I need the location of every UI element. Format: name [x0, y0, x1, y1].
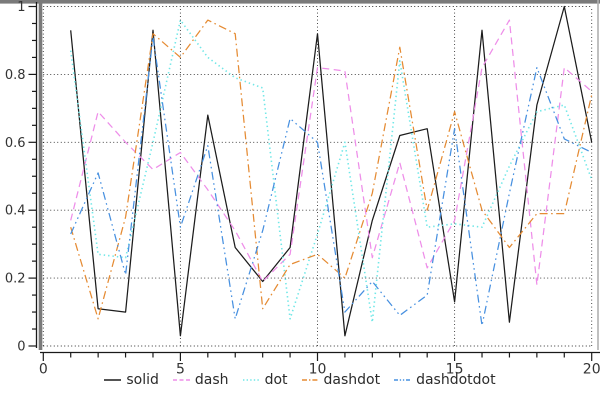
legend: solid dash dot dashdot dashdotdot — [0, 372, 600, 388]
legend-item-dot: dot — [242, 372, 288, 388]
x-tick-label-10: 10 — [309, 362, 327, 378]
left-spine — [38, 0, 43, 350]
legend-item-solid: solid — [104, 372, 159, 388]
series-line-dashdotdot — [70, 36, 592, 327]
legend-item-dashdot: dashdot — [301, 372, 381, 388]
right-spine — [597, 0, 599, 350]
y-tick-label-0.8: 0.8 — [5, 68, 26, 83]
x-tick-label-0: 0 — [39, 362, 48, 378]
legend-marker-solid-icon — [104, 379, 122, 381]
legend-item-dashdotdot: dashdotdot — [394, 372, 496, 388]
legend-label-dash: dash — [194, 372, 229, 388]
legend-label-dashdotdot: dashdotdot — [416, 372, 496, 388]
x-tick-label-15: 15 — [446, 362, 464, 378]
series-line-dashdot — [70, 19, 593, 320]
legend-marker-dashdotdot-icon — [394, 379, 412, 381]
y-tick-label-0.2: 0.2 — [5, 272, 26, 287]
y-tick-label-0.6: 0.6 — [5, 136, 26, 151]
legend-label-dashdot: dashdot — [323, 372, 381, 388]
legend-label-dot: dot — [264, 372, 288, 388]
legend-marker-dash-icon — [172, 379, 190, 381]
series-line-dash — [70, 19, 593, 286]
x-tick-label-20: 20 — [583, 362, 600, 378]
series-line-solid — [70, 5, 593, 337]
y-tick-label-0: 0 — [17, 340, 25, 355]
top-spine — [0, 0, 600, 4]
legend-item-dash: dash — [172, 372, 229, 388]
legend-marker-dot-icon — [242, 379, 260, 381]
y-tick-label-1: 1 — [17, 0, 25, 15]
x-tick-label-5: 5 — [176, 362, 185, 378]
y-tick-label-0.4: 0.4 — [5, 204, 26, 219]
legend-marker-dashdot-icon — [301, 379, 319, 381]
legend-label-solid: solid — [126, 372, 159, 388]
